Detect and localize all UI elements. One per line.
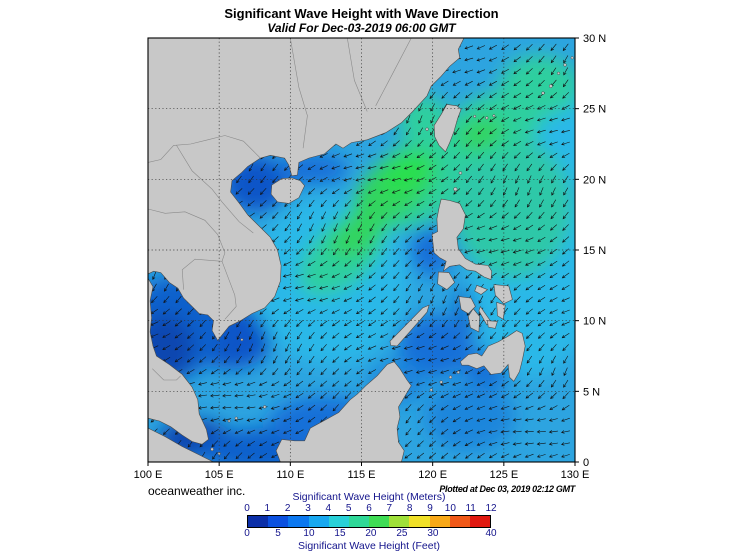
feet-tick-label: 40 [485,528,497,539]
feet-tick-label: 0 [244,528,250,539]
lon-tick-label: 130 E [561,469,590,481]
meter-tick-label: 12 [485,503,497,514]
lat-tick-label: 30 N [583,33,606,45]
page-title: Significant Wave Height with Wave Direct… [224,6,499,21]
colorbar-cell [469,516,491,527]
feet-tick-label: 25 [396,528,408,539]
colorbar-cell [328,516,349,527]
lon-tick-label: 115 E [348,469,376,481]
lon-tick-label: 120 E [418,469,447,481]
colorbar-cell [369,516,390,527]
lat-tick-label: 25 N [583,104,606,116]
land-layer [148,38,574,462]
lat-tick-label: 20 N [583,174,606,186]
colorbar-feet-ticks: 0 5 10 15 20 25 30 40 [244,528,496,540]
meter-tick-label: 11 [465,503,476,514]
meter-tick-label: 0 [244,503,250,514]
colorbar-title-feet: Significant Wave Height (Feet) [297,540,440,552]
valid-time-subtitle: Valid For Dec-03-2019 06:00 GMT [267,21,456,35]
colorbar-gradient [247,515,491,528]
feet-tick-label: 30 [427,528,439,539]
plotted-timestamp: Plotted at Dec 03, 2019 02:12 GMT [439,484,575,494]
colorbar-meter-ticks: 0 1 2 3 4 5 6 7 8 9 10 11 12 [244,503,496,515]
colorbar-cell [429,516,450,527]
lat-tick-label: 15 N [583,245,606,257]
meter-tick-label: 7 [386,503,393,514]
lon-tick-label: 105 E [205,469,234,481]
meter-tick-label: 2 [284,503,291,514]
grid-layer [148,38,575,462]
meter-tick-label: 5 [345,503,352,514]
meter-tick-label: 10 [444,503,456,514]
feet-tick-label: 5 [275,528,281,539]
meter-tick-label: 3 [305,503,311,514]
colorbar-cell [248,516,269,527]
meter-tick-label: 8 [406,503,413,514]
feet-tick-label: 15 [334,528,346,539]
colorbar-cell [268,516,289,527]
lat-tick-label: 0 [583,457,589,469]
lat-tick-label: 5 N [583,386,600,398]
lon-tick-label: 110 E [276,469,304,481]
feet-tick-label: 20 [365,528,377,539]
colorbar-cell [348,516,370,527]
colorbar-cell [449,516,470,527]
meter-tick-label: 4 [325,503,332,514]
colorbar-cell [389,516,410,527]
colorbar-cell [288,516,309,527]
meter-tick-label: 1 [264,503,271,514]
feet-tick-label: 10 [303,528,315,539]
meter-tick-label: 6 [366,503,372,514]
colorbar-cell [308,516,329,527]
meter-tick-label: 9 [427,503,433,514]
credit-text: oceanweather inc. [148,484,246,498]
lat-tick-label: 10 N [583,316,606,328]
colorbar-title-meters: Significant Wave Height (Meters) [292,491,446,503]
lon-tick-label: 125 E [489,469,518,481]
colorbar-cell [409,516,430,527]
lon-tick-label: 100 E [134,469,163,481]
